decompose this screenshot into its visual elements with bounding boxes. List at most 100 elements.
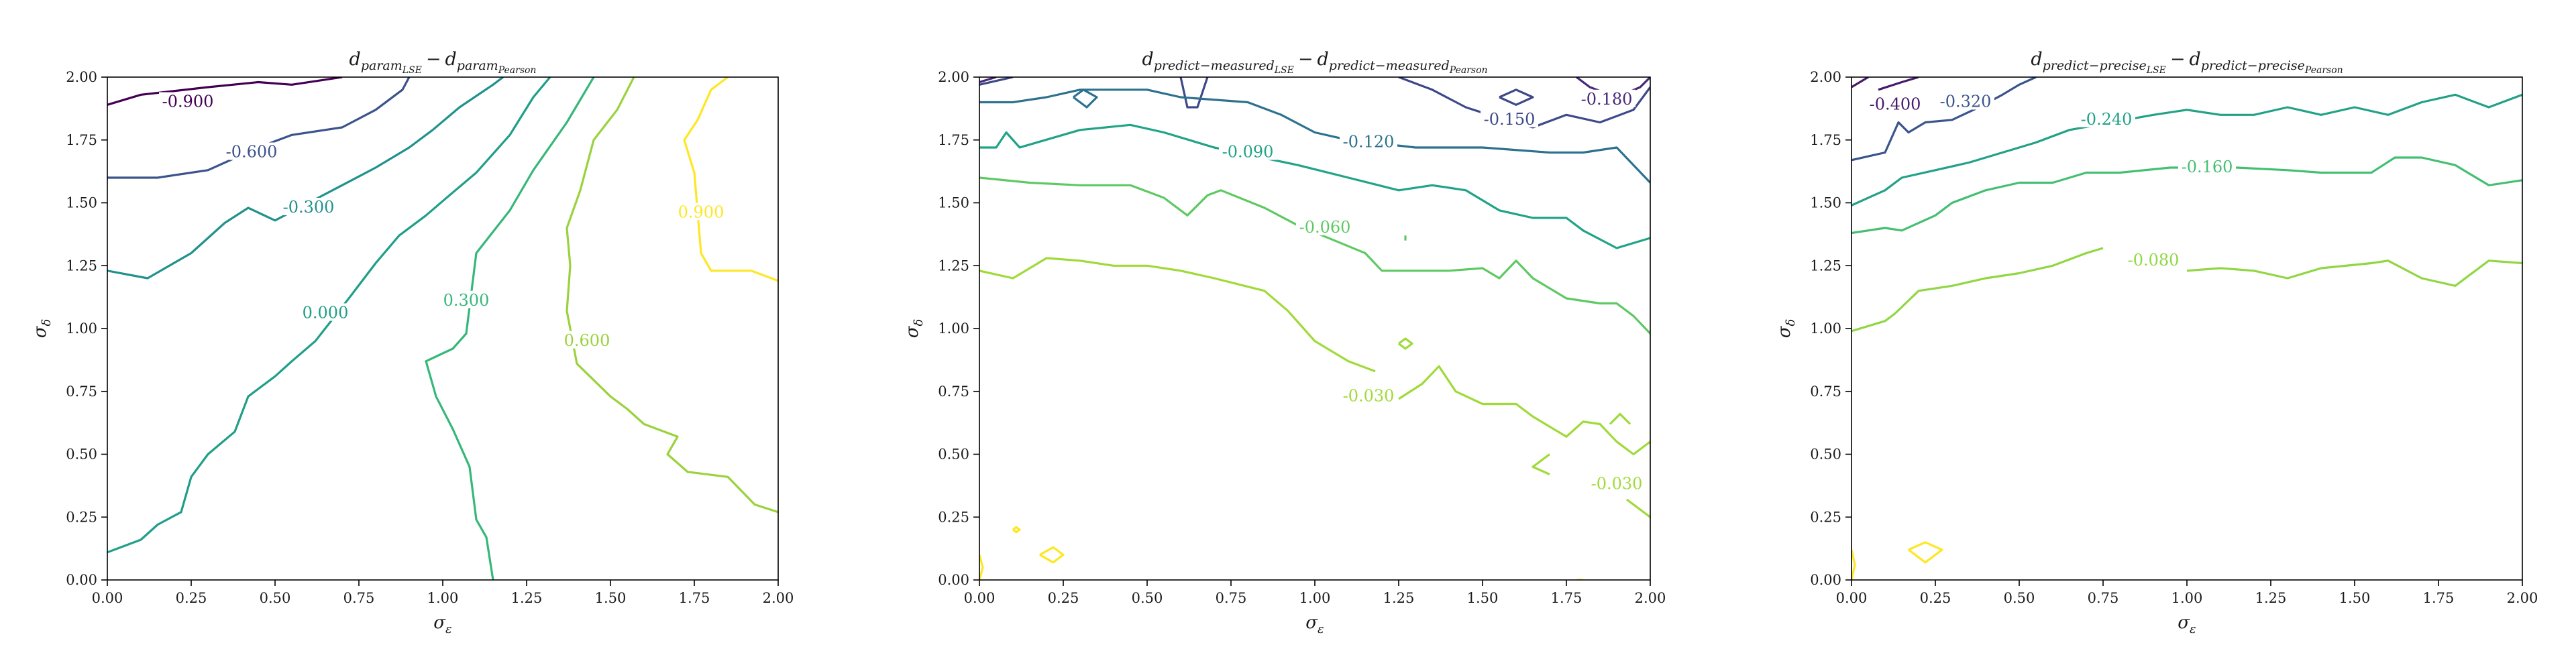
contour-label-bg <box>159 92 217 110</box>
contour-line <box>1398 337 1413 350</box>
contour-line <box>1039 546 1065 564</box>
x-tick-label: 1.25 <box>2255 590 2287 606</box>
x-tick-label: 1.75 <box>2423 590 2455 606</box>
title-subscript: param <box>457 58 498 73</box>
x-tick-label: 2.00 <box>1635 590 1666 606</box>
title-part: d <box>2189 49 2200 70</box>
y-tick-label: 0.00 <box>1810 572 1841 588</box>
y-tick-label: 0.50 <box>938 447 969 463</box>
contour-label-bg <box>280 198 337 215</box>
contour-line <box>979 123 1650 249</box>
title-subscript: param <box>361 58 402 73</box>
contour-label: -0.030 <box>1343 386 1395 405</box>
y-tick-label: 1.25 <box>1810 257 1841 274</box>
x-tick-label: 1.50 <box>595 590 627 606</box>
contour-line <box>2186 259 2522 287</box>
contour-label-bg <box>2178 158 2236 175</box>
contour-label-bg <box>1219 142 1277 160</box>
contour-label: -0.060 <box>1299 218 1351 237</box>
contour-line <box>1851 156 2522 235</box>
contour-label-bg <box>1481 109 1538 127</box>
x-tick-label: 0.25 <box>1048 590 1079 606</box>
contour-line <box>979 77 1014 86</box>
y-axis-label: σδ <box>902 319 926 339</box>
contour-label: 0.000 <box>303 304 349 322</box>
axis-label-part: σ <box>902 325 922 338</box>
contour-label: -0.320 <box>1940 93 1992 111</box>
y-tick-label: 0.50 <box>1810 447 1841 463</box>
y-tick-label: 1.50 <box>1810 195 1841 211</box>
contour-label-bg <box>676 202 726 221</box>
y-tick-label: 0.75 <box>938 384 969 400</box>
y-tick-label: 1.25 <box>66 257 97 274</box>
contour-label-bg <box>1340 386 1397 404</box>
title-part: d <box>2031 49 2042 70</box>
contour-label: 0.600 <box>564 331 610 350</box>
contour-label-bg <box>441 290 491 308</box>
plot-frame <box>107 76 779 581</box>
x-tick-label: 2.00 <box>763 590 794 606</box>
contour-line <box>1012 526 1021 534</box>
y-tick-label: 2.00 <box>66 69 97 85</box>
axis-label-subscript: δ <box>1784 319 1798 327</box>
title-subscript: Pearson <box>498 65 537 76</box>
contour-label: -0.120 <box>1343 133 1395 152</box>
y-tick-label: 0.50 <box>66 447 97 463</box>
contour-label: -0.030 <box>1591 475 1643 493</box>
contour-label-bg <box>2078 109 2135 127</box>
contour-label: -0.150 <box>1484 110 1536 129</box>
contour-lines <box>107 77 778 580</box>
contour-lines <box>979 77 1650 580</box>
y-tick-label: 1.75 <box>1810 132 1841 148</box>
contour-line <box>683 77 778 282</box>
axis-label-part: σ <box>1774 325 1794 338</box>
contour-line <box>107 77 343 106</box>
title-part: d <box>1142 49 1153 70</box>
axis-label-part: σ <box>433 613 446 633</box>
y-tick-label: 1.00 <box>1810 320 1841 337</box>
contour-line <box>107 77 504 280</box>
title-subscript: predict−precise <box>2043 58 2147 73</box>
x-tick-label: 0.50 <box>260 590 291 606</box>
y-axis-label: σδ <box>1774 319 1798 339</box>
y-tick-label: 1.25 <box>938 257 969 274</box>
y-tick-label: 2.00 <box>938 69 969 85</box>
contour-line <box>425 77 595 580</box>
title-part: d <box>1317 49 1328 70</box>
chart-panel-3: dpredict−preciseLSE− dpredict−precisePear… <box>1774 49 2538 636</box>
x-tick-label: 1.00 <box>427 590 459 606</box>
x-tick-label: 0.00 <box>964 590 996 606</box>
x-tick-label: 1.25 <box>1383 590 1415 606</box>
contour-label: -0.240 <box>2081 110 2133 129</box>
x-tick-label: 0.00 <box>1836 590 1868 606</box>
contour-line <box>1609 412 1631 425</box>
contour-line <box>1073 89 1098 109</box>
contour-label-bg <box>301 303 350 321</box>
contour-line <box>979 176 1650 335</box>
contour-label: 0.300 <box>443 291 490 310</box>
x-tick-label: 1.75 <box>1551 590 1582 606</box>
contour-label: -0.900 <box>162 93 214 111</box>
contour-line <box>979 554 984 580</box>
x-tick-label: 1.50 <box>2339 590 2371 606</box>
contour-line <box>979 77 997 84</box>
contour-line <box>1851 77 1869 89</box>
title-subscript: Pearson <box>2304 65 2343 76</box>
y-tick-label: 0.00 <box>938 572 969 588</box>
contour-label: -0.400 <box>1870 95 1921 113</box>
x-tick-label: 1.00 <box>1299 590 1331 606</box>
contour-label: -0.160 <box>2182 158 2233 176</box>
contour-label-bg <box>1296 218 1354 235</box>
x-axis-label: σε <box>2178 613 2196 636</box>
x-axis-label: σε <box>1305 613 1324 636</box>
y-tick-label: 1.75 <box>938 132 969 148</box>
title-subscript: LSE <box>402 65 422 76</box>
chart-title: dpredict−preciseLSE− dpredict−precisePear… <box>2031 49 2343 76</box>
title-subscript: predict−precise <box>2201 58 2305 73</box>
x-axis-label: σε <box>433 613 451 636</box>
plot-frame <box>1851 76 2523 581</box>
contour-label: 0.900 <box>678 203 724 222</box>
y-tick-label: 2.00 <box>1810 69 1841 85</box>
y-tick-label: 1.00 <box>938 320 969 337</box>
